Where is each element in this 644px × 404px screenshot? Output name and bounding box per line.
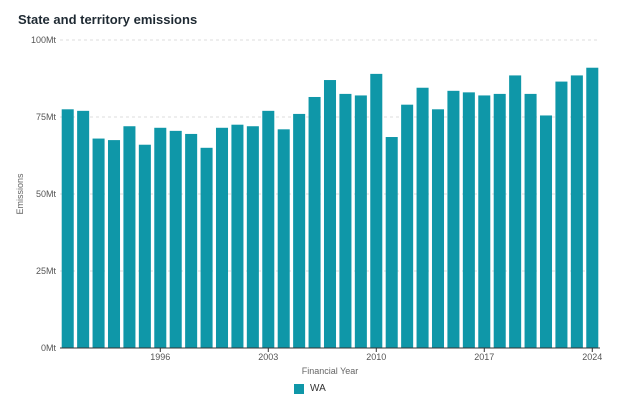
bar-2014[interactable]: [431, 109, 445, 348]
bar-2017[interactable]: [478, 95, 491, 348]
bar-1992[interactable]: [92, 138, 105, 348]
bar-2001[interactable]: [231, 124, 244, 348]
bar-2012[interactable]: [401, 104, 414, 349]
bar-1990[interactable]: [61, 109, 74, 348]
bar-1994[interactable]: [123, 126, 136, 349]
x-axis-title: Financial Year: [302, 366, 359, 376]
bar-1991[interactable]: [77, 110, 90, 348]
bar-2007[interactable]: [323, 80, 337, 348]
bar-2016[interactable]: [462, 92, 475, 348]
x-tick-label: 2017: [474, 352, 494, 362]
bar-2020[interactable]: [524, 93, 537, 349]
bar-2005[interactable]: [293, 113, 306, 348]
y-tick-label: 75Mt: [36, 112, 57, 122]
bar-2008[interactable]: [339, 93, 352, 349]
legend-swatch-wa: [294, 383, 304, 394]
y-tick-label: 25Mt: [36, 266, 57, 276]
x-tick-label: 2024: [582, 352, 602, 362]
bar-2003[interactable]: [262, 110, 275, 348]
bar-2022[interactable]: [555, 81, 568, 348]
bar-1996[interactable]: [154, 127, 167, 348]
x-tick-label: 1996: [150, 352, 170, 362]
y-tick-label: 50Mt: [36, 189, 57, 199]
x-tick-label: 2003: [258, 352, 278, 362]
bar-1999[interactable]: [200, 147, 213, 348]
y-axis-title: Emissions: [15, 173, 25, 215]
bar-2021[interactable]: [539, 115, 553, 349]
x-tick-label: 2010: [366, 352, 386, 362]
bar-2006[interactable]: [308, 96, 321, 348]
bar-1995[interactable]: [138, 144, 151, 348]
bar-2009[interactable]: [354, 95, 367, 348]
bar-2011[interactable]: [385, 137, 398, 348]
bar-2010[interactable]: [370, 73, 383, 348]
bar-2019[interactable]: [509, 75, 522, 349]
bar-2002[interactable]: [246, 126, 259, 349]
y-tick-label: 100Mt: [31, 35, 57, 45]
y-tick-label: 0Mt: [41, 343, 57, 353]
legend-label-wa: WA: [310, 383, 326, 394]
bar-2015[interactable]: [447, 90, 460, 348]
bar-2013[interactable]: [416, 87, 429, 349]
legend[interactable]: WA: [294, 383, 326, 394]
chart-title: State and territory emissions: [18, 12, 198, 27]
bar-2023[interactable]: [570, 75, 583, 349]
bar-1997[interactable]: [169, 130, 182, 348]
bar-2000[interactable]: [215, 127, 229, 348]
bar-2004[interactable]: [277, 129, 290, 348]
bar-1998[interactable]: [185, 133, 198, 348]
bar-2018[interactable]: [493, 93, 506, 349]
bar-2024[interactable]: [586, 67, 599, 348]
bar-1993[interactable]: [107, 140, 121, 348]
